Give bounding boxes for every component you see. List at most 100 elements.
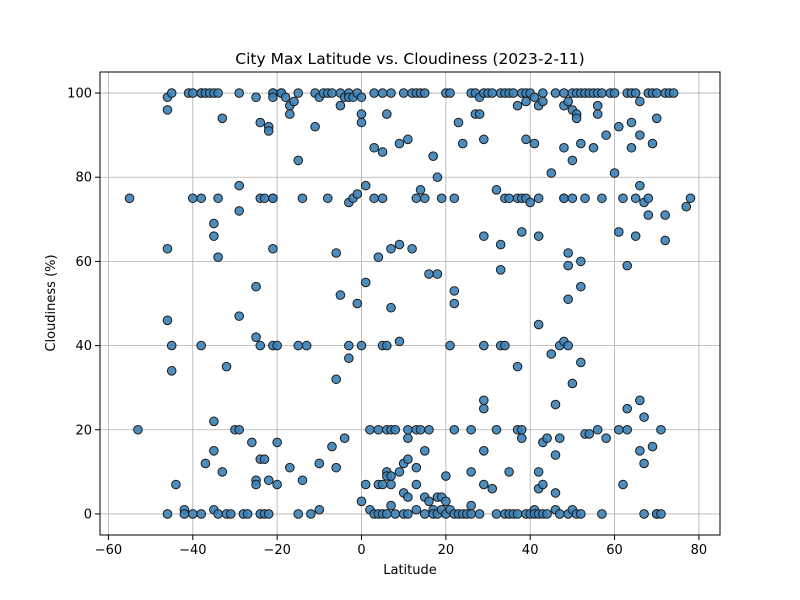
- data-point: [310, 121, 320, 132]
- data-point: [213, 252, 223, 263]
- data-point: [445, 340, 455, 351]
- data-point: [613, 227, 624, 237]
- data-point: [272, 340, 282, 351]
- y-tick-label: 100: [67, 87, 92, 102]
- data-point: [284, 109, 295, 119]
- data-point: [601, 130, 611, 140]
- data-point: [411, 462, 422, 473]
- data-point: [403, 454, 413, 465]
- data-point: [512, 100, 523, 111]
- data-point: [651, 113, 662, 124]
- data-point: [386, 243, 396, 254]
- data-point: [546, 349, 557, 359]
- data-point: [592, 109, 603, 119]
- data-point: [377, 88, 388, 98]
- data-point: [200, 458, 211, 469]
- data-point: [335, 100, 346, 111]
- data-point: [369, 193, 379, 204]
- x-tick-label: −20: [263, 543, 290, 558]
- data-point: [356, 496, 367, 507]
- data-point: [373, 424, 384, 435]
- x-tick-label: 80: [691, 543, 708, 558]
- data-point: [263, 126, 274, 136]
- data-point: [284, 462, 295, 473]
- data-points: [124, 88, 696, 519]
- data-point: [479, 479, 489, 490]
- data-point: [466, 500, 476, 511]
- data-point: [681, 201, 692, 212]
- data-point: [479, 446, 489, 456]
- data-point: [373, 252, 384, 263]
- data-point: [576, 357, 586, 368]
- data-point: [259, 193, 270, 204]
- data-point: [386, 500, 396, 511]
- data-point: [550, 88, 561, 98]
- data-point: [660, 235, 670, 246]
- data-point: [187, 509, 198, 519]
- data-point: [449, 193, 460, 204]
- data-point: [394, 467, 405, 477]
- data-point: [432, 172, 443, 183]
- data-point: [386, 479, 396, 490]
- data-point: [630, 193, 641, 204]
- data-point: [424, 269, 434, 279]
- data-point: [445, 88, 455, 98]
- data-point: [403, 492, 413, 502]
- x-tick-label: 40: [522, 543, 539, 558]
- data-point: [382, 109, 392, 119]
- data-point: [411, 504, 422, 515]
- data-point: [533, 467, 544, 477]
- data-point: [563, 260, 573, 271]
- data-point: [516, 433, 527, 443]
- data-point: [571, 113, 582, 124]
- data-point: [424, 496, 434, 507]
- data-point: [382, 340, 392, 351]
- data-point: [639, 458, 649, 469]
- data-point: [297, 475, 308, 486]
- data-point: [516, 227, 527, 237]
- data-point: [259, 454, 270, 465]
- data-point: [419, 88, 430, 98]
- data-point: [263, 509, 274, 519]
- data-point: [133, 424, 143, 435]
- data-point: [660, 210, 670, 220]
- data-point: [171, 479, 181, 490]
- data-point: [656, 509, 666, 519]
- data-point: [251, 332, 261, 342]
- data-point: [487, 88, 498, 98]
- data-point: [647, 441, 658, 452]
- data-point: [360, 277, 371, 288]
- data-point: [576, 138, 586, 149]
- data-point: [613, 121, 624, 132]
- data-point: [466, 467, 476, 477]
- data-point: [187, 193, 198, 204]
- data-point: [491, 424, 502, 435]
- data-point: [217, 113, 228, 124]
- data-point: [403, 424, 413, 435]
- data-point: [196, 193, 207, 204]
- data-point: [428, 151, 438, 161]
- x-tick-label: 0: [357, 543, 365, 558]
- x-tick-label: −40: [179, 543, 206, 558]
- data-point: [618, 479, 628, 490]
- data-point: [390, 424, 401, 435]
- data-point: [647, 138, 658, 149]
- data-point: [217, 467, 228, 477]
- data-point: [306, 509, 316, 519]
- data-point: [382, 509, 392, 519]
- data-point: [335, 290, 346, 300]
- data-point: [327, 441, 337, 452]
- data-point: [263, 475, 274, 486]
- data-point: [495, 239, 506, 250]
- data-point: [327, 88, 337, 98]
- data-point: [196, 340, 207, 351]
- data-point: [390, 509, 401, 519]
- data-point: [613, 424, 624, 435]
- data-point: [559, 142, 569, 153]
- data-point: [272, 437, 282, 448]
- data-point: [441, 496, 451, 507]
- data-point: [597, 88, 607, 98]
- data-point: [297, 193, 308, 204]
- data-point: [538, 479, 548, 490]
